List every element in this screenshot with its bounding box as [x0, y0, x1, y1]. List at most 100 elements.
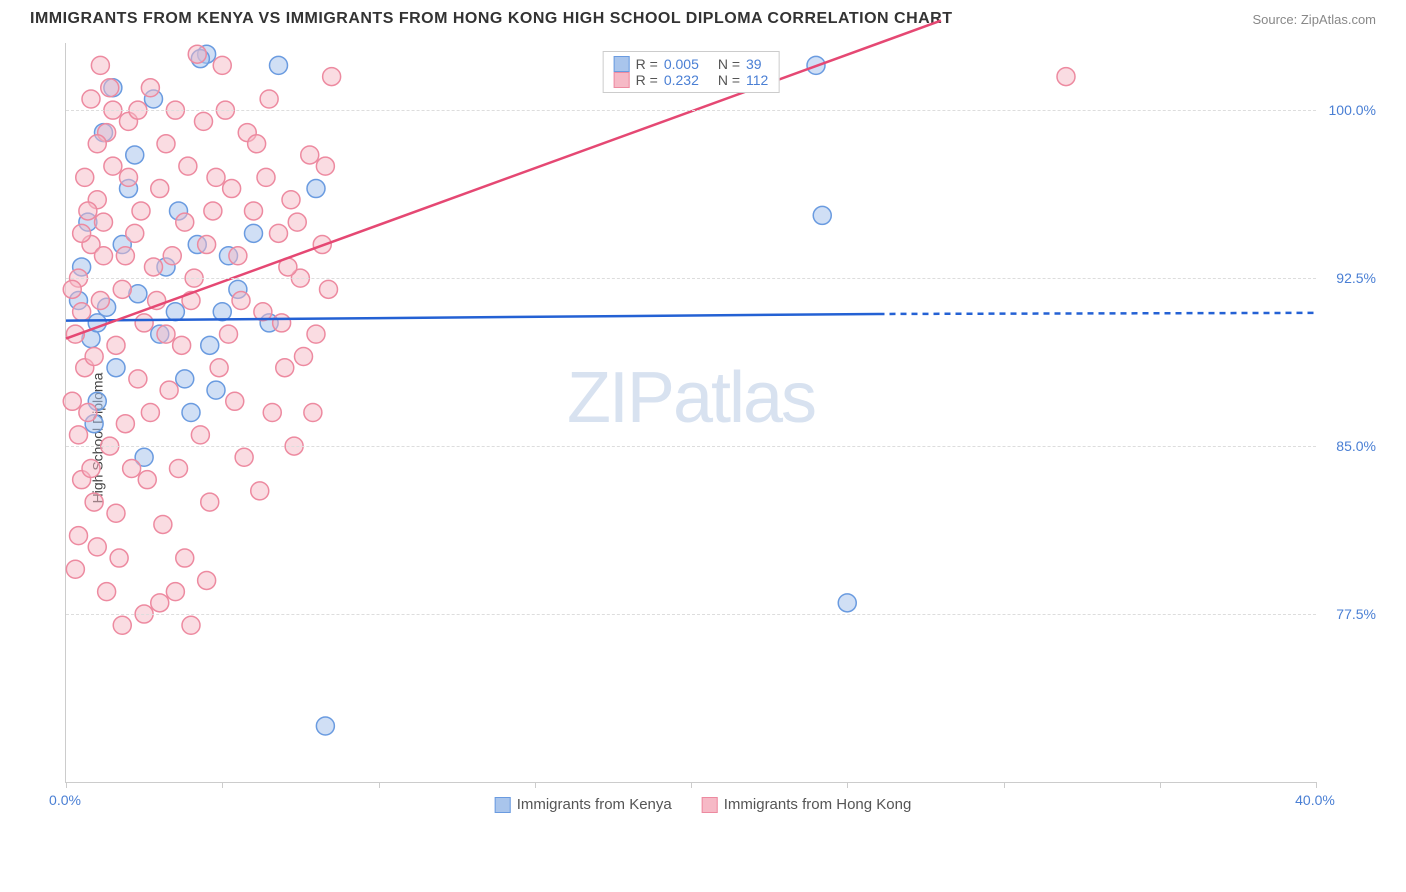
legend-n-value: 112	[746, 72, 768, 88]
x-tick-mark	[222, 782, 223, 788]
data-point	[88, 135, 106, 153]
data-point	[304, 404, 322, 422]
data-point	[79, 202, 97, 220]
data-point	[1057, 68, 1075, 86]
data-point	[107, 336, 125, 354]
data-point	[198, 236, 216, 254]
data-point	[176, 370, 194, 388]
data-point	[170, 459, 188, 477]
data-point	[110, 549, 128, 567]
data-point	[188, 45, 206, 63]
y-tick-label: 77.5%	[1336, 606, 1376, 622]
data-point	[213, 56, 231, 74]
bottom-legend-item: Immigrants from Hong Kong	[702, 796, 912, 813]
data-point	[195, 112, 213, 130]
data-point	[116, 415, 134, 433]
data-point	[229, 247, 247, 265]
data-point	[73, 224, 91, 242]
data-point	[160, 381, 178, 399]
data-point	[235, 448, 253, 466]
data-point	[107, 504, 125, 522]
legend-swatch	[614, 56, 630, 72]
data-point	[201, 493, 219, 511]
gridline-h	[66, 614, 1316, 615]
data-point	[176, 549, 194, 567]
data-point	[88, 538, 106, 556]
data-point	[220, 325, 238, 343]
data-point	[73, 303, 91, 321]
data-point	[173, 336, 191, 354]
data-point	[301, 146, 319, 164]
data-point	[98, 583, 116, 601]
data-point	[95, 213, 113, 231]
data-point	[63, 280, 81, 298]
data-point	[260, 90, 278, 108]
data-point	[270, 224, 288, 242]
y-tick-label: 100.0%	[1329, 102, 1376, 118]
data-point	[166, 303, 184, 321]
data-point	[251, 482, 269, 500]
data-point	[132, 202, 150, 220]
data-point	[126, 146, 144, 164]
data-point	[182, 616, 200, 634]
data-point	[141, 79, 159, 97]
legend-r-label: R =	[636, 56, 658, 72]
data-point	[245, 202, 263, 220]
legend-n-label: N =	[718, 56, 740, 72]
data-point	[70, 527, 88, 545]
data-point	[138, 471, 156, 489]
data-point	[179, 157, 197, 175]
data-point	[288, 213, 306, 231]
x-tick-mark	[535, 782, 536, 788]
data-point	[151, 594, 169, 612]
data-point	[245, 224, 263, 242]
chart-title: IMMIGRANTS FROM KENYA VS IMMIGRANTS FROM…	[30, 10, 953, 28]
data-point	[204, 202, 222, 220]
legend-row: R =0.232N =112	[614, 72, 769, 88]
gridline-h	[66, 446, 1316, 447]
data-point	[201, 336, 219, 354]
legend-r-value: 0.005	[664, 56, 712, 72]
chart-area: High School Diploma ZIPatlas R =0.005N =…	[20, 33, 1386, 843]
data-point	[126, 224, 144, 242]
data-point	[63, 392, 81, 410]
data-point	[176, 213, 194, 231]
data-point	[116, 247, 134, 265]
data-point	[213, 303, 231, 321]
data-point	[129, 370, 147, 388]
data-point	[104, 157, 122, 175]
y-tick-label: 92.5%	[1336, 270, 1376, 286]
source-label: Source: ZipAtlas.com	[1252, 12, 1376, 27]
data-point	[113, 280, 131, 298]
x-tick-mark	[691, 782, 692, 788]
legend-r-label: R =	[636, 72, 658, 88]
gridline-h	[66, 278, 1316, 279]
chart-container: IMMIGRANTS FROM KENYA VS IMMIGRANTS FROM…	[0, 0, 1406, 892]
legend-swatch	[495, 797, 511, 813]
data-point	[207, 168, 225, 186]
data-point	[307, 325, 325, 343]
data-point	[163, 247, 181, 265]
data-point	[113, 616, 131, 634]
scatter-svg	[66, 43, 1316, 782]
data-point	[198, 571, 216, 589]
data-point	[66, 560, 84, 578]
data-point	[282, 191, 300, 209]
x-tick-mark	[847, 782, 848, 788]
data-point	[151, 180, 169, 198]
x-tick-mark	[1316, 782, 1317, 788]
data-point	[295, 348, 313, 366]
data-point	[145, 258, 163, 276]
data-point	[82, 90, 100, 108]
plot-area: ZIPatlas R =0.005N =39R =0.232N =112	[65, 43, 1316, 783]
x-tick-mark	[1160, 782, 1161, 788]
data-point	[232, 292, 250, 310]
data-point	[91, 56, 109, 74]
data-point	[273, 314, 291, 332]
legend-n-label: N =	[718, 72, 740, 88]
data-point	[82, 459, 100, 477]
data-point	[270, 56, 288, 74]
data-point	[123, 459, 141, 477]
data-point	[191, 426, 209, 444]
data-point	[166, 583, 184, 601]
